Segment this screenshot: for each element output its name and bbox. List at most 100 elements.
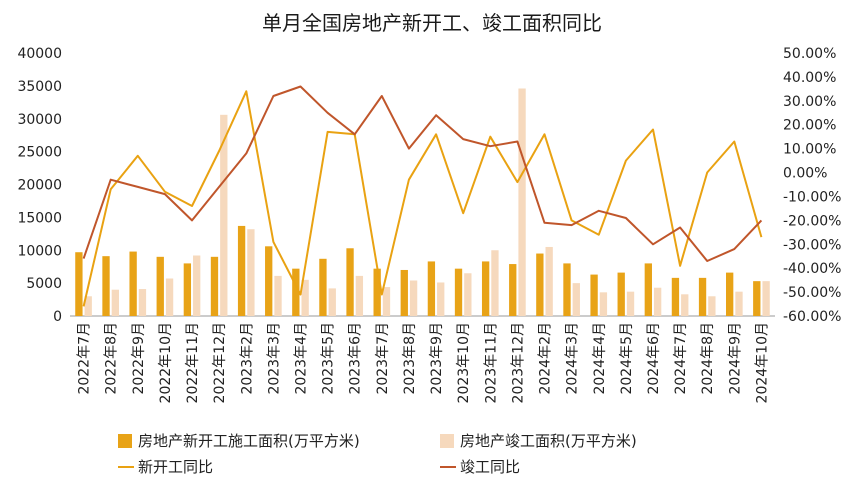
completion-bar bbox=[708, 296, 716, 316]
new-start-bar bbox=[183, 263, 192, 316]
new-start-bar bbox=[427, 261, 436, 316]
new-start-bar bbox=[400, 269, 408, 316]
new-start-bar bbox=[265, 246, 273, 316]
legend-label: 房地产竣工面积(万平方米) bbox=[460, 432, 637, 450]
completion-bar bbox=[626, 291, 635, 316]
x-tick-label: 2022年8月 bbox=[104, 322, 120, 395]
new-start-bar bbox=[373, 268, 381, 316]
left-tick-label: 40000 bbox=[17, 46, 62, 62]
legend-new-start-yoy: 新开工同比 bbox=[118, 458, 213, 476]
new-start-bar bbox=[726, 272, 734, 316]
legend-new-start-bar: 房地产新开工施工面积(万平方米) bbox=[118, 432, 360, 450]
x-tick-label: 2023年10月 bbox=[456, 322, 472, 403]
axes: 0 5000 10000 15000 20000 25000 30000 35000 40000… bbox=[17, 46, 841, 403]
legend-completion-yoy: 竣工同比 bbox=[440, 458, 520, 476]
completion-bar bbox=[84, 296, 92, 316]
completion-bar bbox=[437, 282, 445, 316]
x-tick-label: 2023年2月 bbox=[239, 322, 255, 395]
right-tick-label: -40.00% bbox=[783, 261, 841, 277]
new-start-bar bbox=[75, 252, 83, 316]
completion-bar bbox=[382, 287, 391, 316]
completion-bar bbox=[138, 289, 147, 316]
new-start-bar bbox=[509, 264, 517, 316]
completion-yoy-line bbox=[82, 85, 763, 262]
legend-swatch bbox=[118, 434, 132, 448]
new-start-bar bbox=[590, 274, 598, 316]
new-start-bar bbox=[156, 256, 164, 316]
right-tick-label: -20.00% bbox=[783, 213, 841, 229]
right-tick-label: -50.00% bbox=[783, 285, 841, 301]
new-start-bar bbox=[617, 272, 625, 316]
legend-completion-bar: 房地产竣工面积(万平方米) bbox=[440, 432, 637, 450]
completion-bar bbox=[111, 289, 119, 316]
left-tick-label: 15000 bbox=[17, 210, 62, 226]
new-start-bar bbox=[210, 256, 219, 316]
legend-swatch bbox=[440, 434, 454, 448]
x-tick-label: 2022年9月 bbox=[131, 322, 147, 395]
bars bbox=[75, 88, 770, 317]
x-tick-label: 2024年7月 bbox=[673, 322, 689, 395]
new-start-bar bbox=[102, 256, 110, 316]
right-tick-label: 20.00% bbox=[783, 118, 836, 134]
x-tick-label: 2023年9月 bbox=[429, 322, 445, 395]
right-tick-label: -60.00% bbox=[783, 309, 841, 325]
left-tick-label: 35000 bbox=[17, 79, 62, 95]
x-tick-label: 2024年9月 bbox=[727, 322, 743, 395]
completion-bar bbox=[328, 288, 336, 316]
new-start-bar bbox=[698, 277, 707, 316]
new-start-yoy-line bbox=[82, 90, 763, 307]
new-start-bar bbox=[346, 248, 354, 316]
x-tick-label: 2023年12月 bbox=[510, 322, 526, 403]
completion-bar bbox=[762, 281, 770, 316]
new-start-bar bbox=[671, 277, 680, 316]
right-tick-label: -30.00% bbox=[783, 237, 841, 253]
completion-bar bbox=[165, 278, 174, 316]
x-tick-label: 2023年6月 bbox=[348, 322, 364, 395]
x-tick-label: 2022年12月 bbox=[212, 322, 228, 403]
new-start-bar bbox=[481, 261, 490, 316]
x-tick-label: 2024年8月 bbox=[700, 322, 716, 395]
new-start-bar bbox=[563, 263, 571, 316]
completion-bar bbox=[247, 229, 255, 316]
lines bbox=[82, 85, 763, 307]
completion-bar bbox=[301, 279, 309, 316]
legend-label: 房地产新开工施工面积(万平方米) bbox=[138, 432, 360, 450]
x-tick-label: 2024年3月 bbox=[565, 322, 581, 395]
right-tick-label: 50.00% bbox=[783, 46, 836, 62]
left-tick-label: 10000 bbox=[17, 243, 62, 259]
completion-bar bbox=[193, 255, 201, 316]
legend-label: 新开工同比 bbox=[138, 458, 213, 476]
x-tick-label: 2024年2月 bbox=[538, 322, 554, 395]
left-tick-label: 20000 bbox=[17, 178, 62, 194]
x-tick-label: 2022年10月 bbox=[158, 322, 174, 403]
legend-label: 竣工同比 bbox=[460, 458, 520, 476]
new-start-bar bbox=[237, 225, 246, 316]
completion-bar bbox=[735, 291, 743, 316]
x-tick-label: 2024年4月 bbox=[592, 322, 608, 395]
completion-bar bbox=[572, 283, 580, 316]
completion-bar bbox=[355, 275, 364, 316]
completion-bar bbox=[491, 250, 499, 316]
x-tick-label: 2022年11月 bbox=[185, 322, 201, 403]
completion-bar bbox=[681, 294, 689, 316]
completion-bar bbox=[409, 280, 418, 316]
right-tick-label: 10.00% bbox=[783, 142, 836, 158]
x-tick-label: 2024年6月 bbox=[646, 322, 662, 395]
x-tick-label: 2024年10月 bbox=[754, 322, 770, 403]
new-start-bar bbox=[454, 268, 463, 316]
x-tick-label: 2023年7月 bbox=[375, 322, 391, 395]
chart-title: 单月全国房地产新开工、竣工面积同比 bbox=[262, 11, 602, 35]
left-tick-label: 5000 bbox=[26, 276, 62, 292]
new-start-bar bbox=[644, 263, 652, 316]
x-tick-label: 2022年7月 bbox=[77, 322, 93, 395]
new-start-bar bbox=[292, 268, 300, 316]
new-start-bar bbox=[129, 251, 137, 316]
right-tick-label: 0.00% bbox=[783, 166, 827, 182]
x-tick-label: 2023年11月 bbox=[483, 322, 499, 403]
legend: 房地产新开工施工面积(万平方米) 房地产竣工面积(万平方米) 新开工同比 竣工同比 bbox=[118, 432, 637, 476]
left-tick-label: 30000 bbox=[17, 112, 62, 128]
completion-bar bbox=[518, 88, 526, 316]
completion-bar bbox=[464, 273, 472, 316]
new-start-bar bbox=[536, 253, 544, 316]
